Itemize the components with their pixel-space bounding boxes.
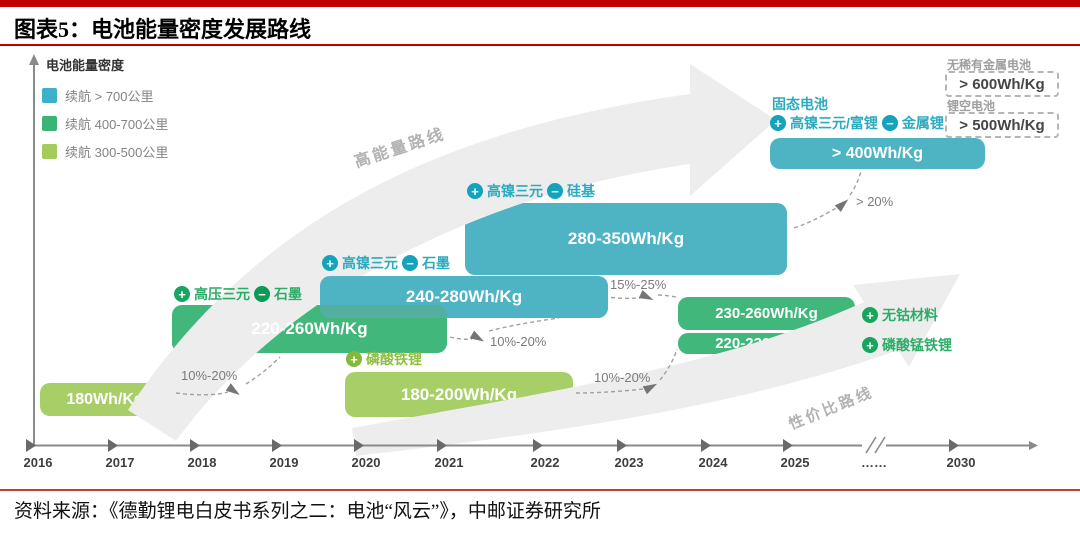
y-axis-label: 电池能量密度 — [46, 58, 125, 73]
top-red-bar — [0, 0, 1080, 7]
gain-label: > 20% — [856, 194, 894, 209]
x-axis-arrow-icon — [1029, 441, 1038, 450]
chemistry-text: 硅基 — [567, 183, 595, 199]
chemistry-label-hv-ternary: + 高压三元 − 石墨 — [174, 284, 302, 304]
year-tick: 2018 — [187, 455, 217, 470]
legend-item: 续航 400-700公里 — [42, 114, 168, 133]
chemistry-text: 石墨 — [422, 255, 450, 271]
year-tick: 2030 — [946, 455, 976, 470]
gain-label: 15%-25% — [610, 277, 667, 292]
legend-item: 续航 > 700公里 — [42, 86, 168, 105]
legend-swatch-green — [42, 116, 57, 131]
chemistry-label-hini-silicon: + 高镍三元 − 硅基 — [467, 181, 595, 201]
year-tick: 2022 — [530, 455, 560, 470]
gain-label: 10%-20% — [594, 370, 651, 385]
chemistry-text: 高镍三元 — [487, 183, 543, 199]
chemistry-text: 高镍三元/富锂 — [790, 115, 878, 131]
future-target-name: 无稀有金属电池 — [947, 58, 1032, 72]
solid-state-heading: 固态电池 — [772, 96, 828, 112]
high-energy-arrow — [128, 64, 776, 441]
axis-break-icon — [862, 436, 886, 455]
year-tick: 2025 — [780, 455, 810, 470]
minus-icon: − — [402, 255, 418, 271]
chemistry-text: 磷酸铁锂 — [366, 351, 422, 367]
future-target-value-box: > 500Wh/Kg — [945, 112, 1059, 138]
footer-red-line — [0, 489, 1080, 491]
plus-icon: + — [862, 307, 878, 323]
plus-icon: + — [862, 337, 878, 353]
future-target-name: 锂空电池 — [947, 99, 996, 113]
bar-220-260whkg-label: 220-260Wh/Kg — [251, 319, 368, 338]
plus-icon: + — [174, 286, 190, 302]
plus-icon: + — [467, 183, 483, 199]
legend-label: 续航 > 700公里 — [65, 89, 154, 104]
plus-icon: + — [346, 351, 362, 367]
year-tick-ellipsis: …… — [861, 455, 887, 470]
legend-label: 续航 400-700公里 — [65, 117, 169, 132]
year-tick: 2019 — [269, 455, 299, 470]
chemistry-label-hini-graphite: + 高镍三元 − 石墨 — [322, 253, 450, 273]
year-tick: 2023 — [614, 455, 644, 470]
bar-280-350whkg: 280-350Wh/Kg — [465, 203, 787, 275]
cost-performance-arrow — [352, 274, 960, 456]
plus-icon: + — [322, 255, 338, 271]
transition-arrows — [175, 170, 862, 396]
legend-label: 续航 300-500公里 — [65, 145, 169, 160]
chemistry-text: 磷酸锰铁锂 — [882, 337, 952, 353]
chemistry-label-cobalt-free: + 无钴材料 — [862, 305, 938, 325]
year-tick: 2024 — [698, 455, 728, 470]
y-axis-arrow-icon — [29, 54, 39, 65]
bar-gt400whkg: > 400Wh/Kg — [770, 138, 985, 169]
legend-swatch-lime — [42, 144, 57, 159]
bar-overlap-region — [320, 305, 447, 318]
chemistry-text: 石墨 — [274, 286, 302, 302]
chemistry-text: 无钴材料 — [882, 307, 938, 323]
future-target-value-box: > 600Wh/Kg — [945, 71, 1059, 97]
chemistry-text: 高压三元 — [194, 286, 250, 302]
chemistry-label-lfp: + 磷酸铁锂 — [346, 349, 422, 369]
chemistry-label-lmfp: + 磷酸锰铁锂 — [862, 335, 952, 355]
year-tick: 2016 — [23, 455, 53, 470]
chemistry-text: 高镍三元 — [342, 255, 398, 271]
year-tick: 2020 — [351, 455, 381, 470]
legend-swatch-teal — [42, 88, 57, 103]
minus-icon: − — [547, 183, 563, 199]
year-tick: 2017 — [105, 455, 135, 470]
figure-title: 图表5：电池能量密度发展路线 — [14, 17, 312, 42]
legend: 续航 > 700公里 续航 400-700公里 续航 300-500公里 — [42, 86, 168, 161]
timeline-chevron-icons — [26, 439, 959, 452]
gain-label: 10%-20% — [490, 334, 547, 349]
year-tick: 2021 — [434, 455, 464, 470]
gain-label: 10%-20% — [181, 368, 238, 383]
title-underline — [0, 44, 1080, 46]
chemistry-text: 金属锂 — [901, 115, 944, 131]
chemistry-label-solid-state: + 高镍三元/富锂 − 金属锂 — [770, 113, 944, 133]
minus-icon: − — [881, 115, 898, 131]
legend-item: 续航 300-500公里 — [42, 142, 168, 161]
minus-icon: − — [254, 286, 270, 302]
plus-icon: + — [770, 115, 786, 131]
source-note: 资料来源：《德勤锂电白皮书系列之二：电池“风云”》，中邮证券研究所 — [14, 501, 601, 522]
